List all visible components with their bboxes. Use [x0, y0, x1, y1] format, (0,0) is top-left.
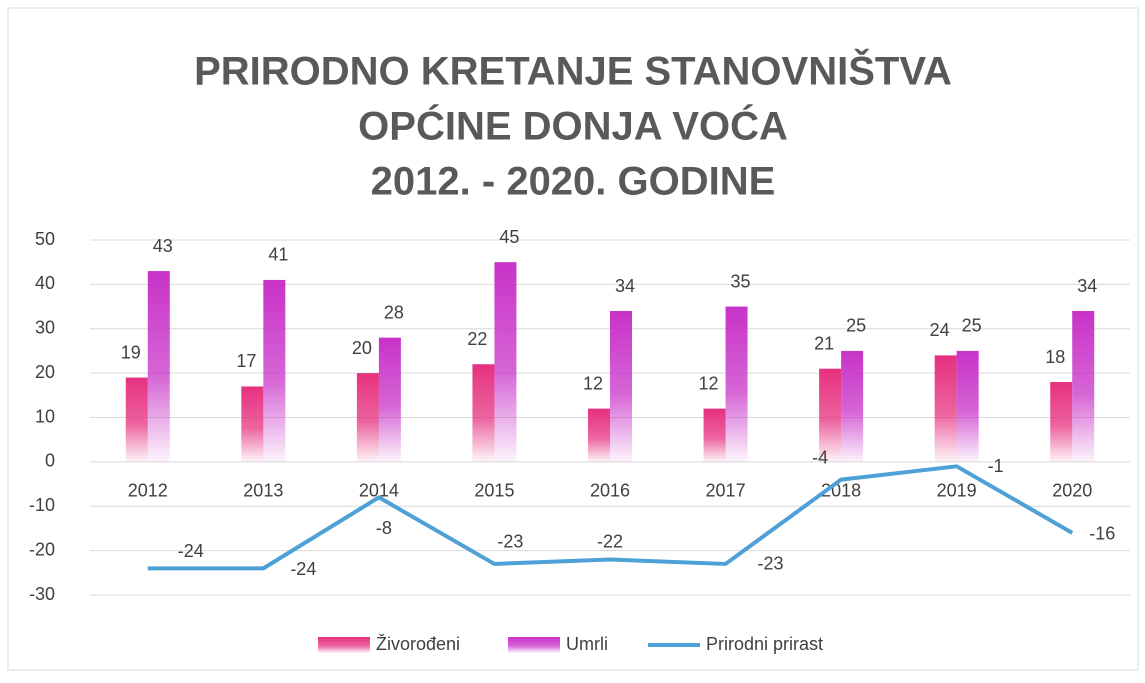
x-tick-label: 2016: [590, 481, 630, 501]
data-label: -23: [758, 554, 784, 574]
y-tick-label: -10: [29, 495, 55, 515]
bar: [1072, 311, 1095, 462]
y-tick-label: 20: [35, 362, 55, 382]
bar: [263, 279, 286, 462]
x-tick-label: 2017: [706, 481, 746, 501]
data-label: 25: [846, 316, 866, 336]
chart-title: PRIRODNO KRETANJE STANOVNIŠTVA: [194, 48, 952, 94]
chart-title: OPĆINE DONJA VOĆA: [358, 103, 788, 149]
line: [147, 464, 1074, 571]
legend-swatch: [508, 637, 560, 653]
data-label: 22: [467, 329, 487, 349]
bar: [241, 386, 264, 462]
data-label: 24: [930, 320, 950, 340]
bar: [956, 350, 979, 462]
x-tick-label: 2014: [359, 481, 399, 501]
y-tick-label: -20: [29, 539, 55, 559]
chart-title: 2012. - 2020. GODINE: [371, 160, 776, 204]
data-label: -8: [376, 518, 392, 538]
bar: [610, 311, 632, 462]
data-label: 17: [236, 351, 256, 371]
data-label: -24: [290, 559, 316, 579]
data-label: 45: [499, 227, 519, 247]
data-label: 20: [352, 338, 372, 358]
y-tick-label: 50: [35, 229, 55, 249]
x-tick-label: 2020: [1052, 481, 1092, 501]
bar: [494, 262, 517, 462]
bar: [703, 408, 726, 462]
bar: [725, 306, 748, 462]
data-label: 18: [1045, 347, 1065, 367]
legend-label: Prirodni prirast: [706, 634, 823, 654]
y-tick-label: 0: [45, 451, 55, 471]
data-label: 35: [731, 271, 751, 291]
bar: [472, 364, 495, 462]
data-label: 19: [121, 342, 141, 362]
data-label: 25: [962, 316, 982, 336]
bar: [819, 368, 842, 462]
y-tick-label: 40: [35, 273, 55, 293]
legend-label: Umrli: [566, 634, 608, 654]
bar: [841, 350, 864, 462]
x-tick-label: 2019: [937, 481, 977, 501]
data-label: 12: [699, 373, 719, 393]
data-label: 21: [814, 333, 834, 353]
bar: [588, 408, 610, 462]
data-label: 41: [268, 245, 288, 265]
data-label: 12: [583, 373, 603, 393]
data-label: -16: [1089, 524, 1115, 544]
data-label: -23: [497, 532, 523, 552]
data-label: 34: [1077, 276, 1097, 296]
x-tick-label: 2015: [474, 481, 514, 501]
legend-label: Živorođeni: [376, 634, 460, 654]
y-tick-label: 10: [35, 406, 55, 426]
y-tick-label: 30: [35, 318, 55, 338]
data-label: 28: [384, 302, 404, 322]
data-label: 43: [153, 236, 173, 256]
bar: [378, 337, 401, 462]
bar: [125, 377, 148, 462]
x-tick-label: 2012: [128, 481, 168, 501]
data-label: -4: [812, 447, 828, 467]
bar: [934, 355, 957, 462]
bar: [1050, 382, 1073, 462]
data-label: -24: [178, 541, 204, 561]
y-tick-label: -30: [29, 584, 55, 604]
bar: [356, 373, 379, 462]
data-label: -1: [988, 456, 1004, 476]
data-label: 34: [615, 276, 635, 296]
bar: [147, 271, 170, 462]
x-tick-label: 2013: [243, 481, 283, 501]
legend-swatch: [318, 637, 370, 653]
data-label: -22: [597, 531, 623, 551]
